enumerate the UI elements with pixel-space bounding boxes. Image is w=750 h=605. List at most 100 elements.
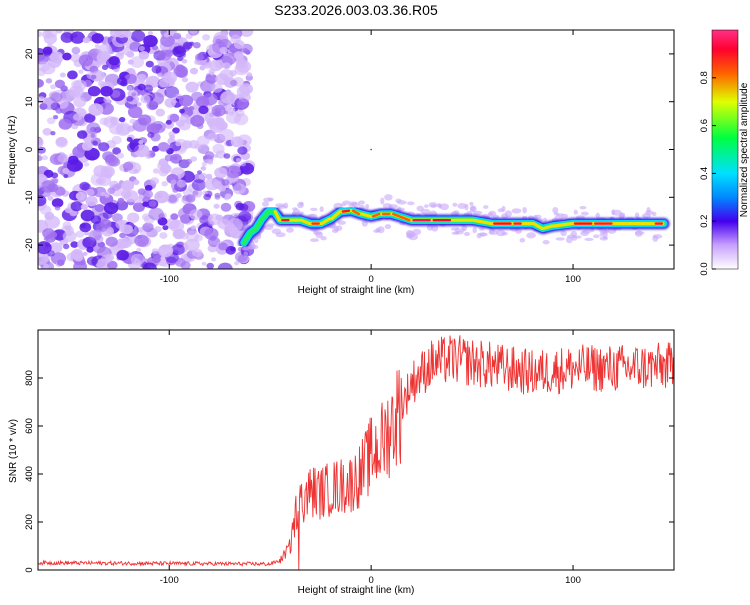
- noise-speckle: [146, 100, 159, 111]
- noise-speckle: [62, 167, 70, 174]
- noise-speckle: [189, 30, 198, 34]
- noise-speckle: [98, 142, 110, 152]
- noise-speckle: [137, 114, 152, 126]
- halo-speckle: [263, 197, 273, 202]
- noise-speckle: [47, 195, 54, 201]
- halo-speckle: [319, 206, 324, 213]
- colorbar-tick-label: 0.0: [699, 262, 710, 275]
- halo-speckle: [479, 227, 485, 231]
- noise-speckle: [246, 72, 253, 77]
- noise-speckle: [130, 56, 145, 68]
- noise-speckle: [207, 160, 214, 165]
- noise-speckle: [132, 202, 145, 213]
- noise-speckle: [202, 92, 218, 106]
- noise-speckle: [201, 162, 207, 167]
- noise-speckle: [38, 252, 49, 265]
- noise-speckle: [182, 41, 193, 50]
- noise-speckle: [203, 62, 212, 69]
- halo-speckle: [349, 201, 358, 206]
- noise-speckle: [82, 251, 88, 256]
- spectrogram-ytick-label: 0: [24, 147, 35, 152]
- ridge-core-glow: [542, 224, 554, 230]
- noise-speckle: [221, 179, 230, 186]
- snr-ytick-label: 200: [24, 514, 35, 530]
- noise-speckle: [152, 255, 161, 264]
- noise-speckle: [233, 51, 244, 60]
- halo-speckle: [297, 201, 304, 209]
- noise-speckle: [101, 64, 109, 70]
- noise-speckle: [112, 147, 121, 155]
- ridge-core: [351, 209, 361, 216]
- noise-speckle: [43, 169, 54, 178]
- noise-speckle: [169, 134, 176, 140]
- noise-speckle: [190, 67, 198, 75]
- halo-speckle: [472, 227, 477, 234]
- halo-speckle: [320, 236, 327, 241]
- snr-series-line: [38, 335, 674, 570]
- noise-speckle: [161, 181, 168, 187]
- noise-speckle: [219, 122, 227, 129]
- noise-speckle-region: [38, 30, 256, 269]
- colorbar: 0.0 0.2 0.4 0.6 0.8 Normalized spectral ampl…: [699, 29, 750, 276]
- halo-speckle: [292, 208, 300, 215]
- colorbar-tick-label: 0.4: [699, 167, 710, 180]
- colorbar-ticks: 0.0 0.2 0.4 0.6 0.8: [699, 71, 716, 276]
- noise-speckle: [164, 49, 174, 57]
- noise-speckle: [116, 249, 129, 261]
- noise-speckle: [230, 136, 244, 148]
- noise-speckle: [127, 59, 134, 65]
- noise-speckle: [207, 213, 222, 226]
- noise-speckle: [55, 107, 63, 114]
- noise-speckle: [207, 132, 218, 141]
- noise-speckle: [134, 234, 149, 247]
- noise-speckle: [142, 262, 157, 269]
- noise-speckle: [50, 84, 57, 90]
- noise-speckle: [181, 77, 189, 83]
- noise-speckle: [70, 249, 83, 260]
- noise-speckle: [70, 241, 79, 248]
- spectrogram-plot-area: [38, 30, 670, 269]
- noise-speckle: [144, 184, 153, 192]
- noise-speckle: [51, 172, 59, 179]
- noise-speckle: [150, 121, 166, 134]
- noise-speckle: [204, 151, 215, 160]
- noise-speckle: [218, 242, 228, 251]
- spectrogram-ytick-label: -10: [24, 190, 35, 204]
- noise-speckle: [196, 123, 204, 130]
- halo-speckle: [593, 234, 600, 239]
- ridge-core-glow: [299, 218, 312, 226]
- noise-speckle: [38, 31, 43, 37]
- noise-speckle: [235, 158, 241, 163]
- noise-speckle: [38, 78, 44, 88]
- noise-speckle: [85, 195, 98, 207]
- noise-speckle: [154, 190, 170, 204]
- noise-speckle: [154, 226, 162, 233]
- noise-speckle: [170, 179, 177, 185]
- halo-speckle: [535, 214, 542, 219]
- noise-speckle: [142, 222, 154, 233]
- colorbar-gradient: [711, 29, 739, 270]
- noise-speckle: [124, 73, 137, 85]
- halo-speckle: [313, 229, 318, 235]
- halo-speckle: [453, 210, 460, 216]
- noise-speckle: [240, 161, 247, 167]
- noise-speckle: [54, 205, 61, 211]
- halo-speckle: [377, 226, 385, 234]
- snr-xtick-label: -100: [160, 575, 179, 586]
- halo-speckle: [519, 237, 526, 243]
- noise-speckle: [220, 91, 236, 104]
- halo-speckle: [595, 212, 600, 218]
- noise-speckle: [95, 178, 103, 185]
- noise-speckle: [38, 241, 52, 255]
- noise-speckle: [211, 104, 226, 117]
- noise-speckle: [100, 254, 113, 264]
- noise-speckle: [70, 201, 83, 212]
- halo-speckle: [247, 244, 256, 250]
- noise-speckle: [129, 118, 136, 125]
- noise-speckle: [185, 194, 196, 203]
- noise-speckle: [190, 156, 198, 162]
- noise-speckle: [103, 116, 118, 128]
- noise-speckle: [92, 140, 98, 146]
- noise-speckle: [185, 158, 193, 165]
- halo-speckle: [553, 212, 560, 216]
